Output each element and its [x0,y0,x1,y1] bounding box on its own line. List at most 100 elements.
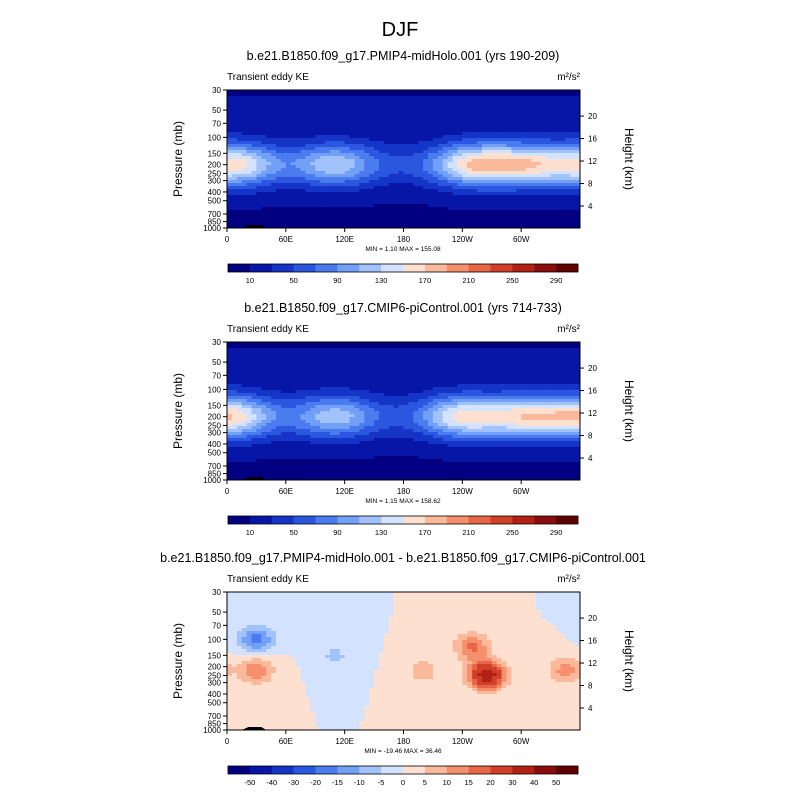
heatmap-cell [501,360,507,364]
heatmap-cell [437,132,444,136]
heatmap-cell [432,216,439,220]
heatmap-cell [432,99,439,103]
heatmap-cell [418,144,424,148]
heatmap-cell [432,393,439,397]
heatmap-cell [290,186,297,190]
heatmap-cell [545,372,551,376]
heatmap-cell [496,159,502,163]
heatmap-cell [442,225,449,229]
heatmap-cell [486,96,493,100]
heatmap-cell [472,198,478,202]
heatmap-cell [540,390,547,394]
heatmap-cell [236,159,243,163]
heatmap-cell [271,399,277,403]
heatmap-cell [369,111,375,115]
heatmap-cell [447,207,453,211]
heatmap-cell [290,90,297,94]
heatmap-cell [501,165,507,169]
heatmap-cell [506,402,512,406]
heatmap-cell [398,195,404,199]
heatmap-cell [227,213,233,217]
heatmap-cell [437,198,444,202]
heatmap-cell [526,171,532,175]
heatmap-cell [550,174,556,178]
heatmap-cell [344,156,350,160]
heatmap-cell [575,366,581,370]
heatmap-cell [486,354,493,358]
heatmap-cell [437,348,444,352]
heatmap-cell [378,159,385,163]
heatmap-cell [467,156,473,160]
heatmap-cell [369,366,375,370]
heatmap-cell [320,150,326,154]
y-tick-label: 300 [208,177,222,186]
heatmap-cell [491,108,498,112]
heatmap-cell [530,210,537,214]
heatmap-cell [329,132,336,136]
heatmap-cell [428,354,434,358]
heatmap-cell [447,195,453,199]
heatmap-cell [477,384,483,388]
heatmap-cell [378,345,385,349]
heatmap-cell [246,381,252,385]
heatmap-cell [462,105,468,109]
heatmap-cell [418,165,424,169]
heatmap-cell [339,99,346,103]
heatmap-cell [246,111,252,115]
heatmap-cell [227,351,233,355]
heatmap-cell [555,204,561,208]
heatmap-cell [408,96,414,100]
heatmap-cell [334,378,341,382]
heatmap-cell [575,99,581,103]
heatmap-cell [496,105,502,109]
heatmap-cell [550,198,556,202]
heatmap-cell [447,210,453,214]
heatmap-cell [570,177,576,181]
heatmap-cell [393,111,399,115]
heatmap-cell [320,165,326,169]
heatmap-cell [276,183,282,187]
heatmap-cell [378,369,385,373]
heatmap-cell [276,357,282,361]
heatmap-cell [511,144,517,148]
heatmap-cell [403,372,409,376]
heatmap-cell [300,378,306,382]
heatmap-cell [227,372,233,376]
heatmap-cell [398,174,404,178]
heatmap-cell [349,201,355,205]
heatmap-cell [540,159,547,163]
heatmap-cell [378,342,385,346]
heatmap-cell [266,177,272,181]
heatmap-cell [506,213,512,217]
heatmap-cell [418,396,424,400]
heatmap-cell [227,135,233,139]
heatmap-cell [325,399,331,403]
heatmap-cell [457,342,463,346]
heatmap-cell [320,219,326,223]
heatmap-cell [550,402,556,406]
heatmap-cell [271,93,277,97]
heatmap-cell [383,366,390,370]
heatmap-cell [447,342,453,346]
heatmap-cell [496,141,502,145]
heatmap-cell [261,354,267,358]
heatmap-cell [457,147,463,151]
heatmap-cell [526,357,532,361]
heatmap-cell [246,369,252,373]
heatmap-cell [437,153,444,157]
heatmap-cell [521,393,527,397]
heatmap-cell [236,123,243,127]
heatmap-cell [271,213,277,217]
heatmap-cell [560,153,566,157]
heatmap-cell [560,216,566,220]
heatmap-cell [344,174,350,178]
heatmap-cell [246,114,252,118]
heatmap-cell [477,195,483,199]
heatmap-cell [481,177,488,181]
heatmap-cell [256,108,262,112]
heatmap-cell [261,186,267,190]
heatmap-cell [467,102,473,106]
heatmap-cell [388,126,395,130]
heatmap-cell [545,93,551,97]
